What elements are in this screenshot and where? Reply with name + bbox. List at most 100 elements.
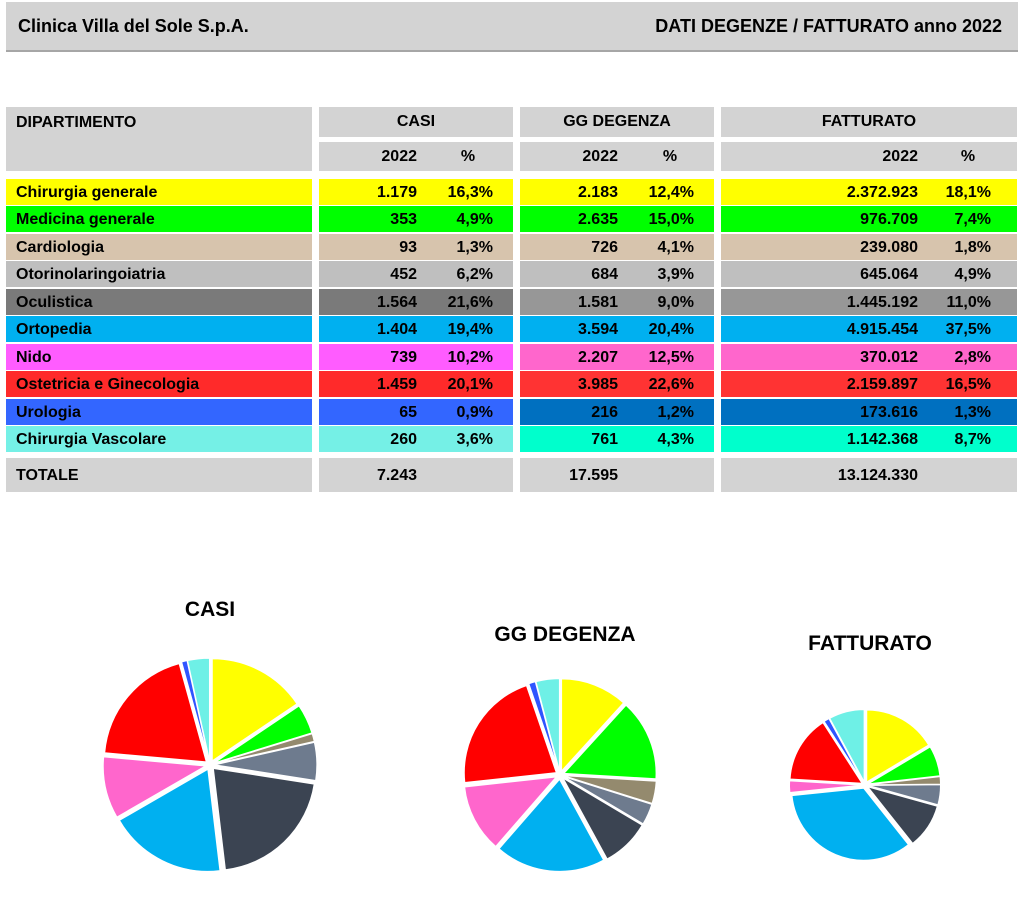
gg-value: 684 (591, 266, 618, 283)
fatt-value: 2.372.923 (846, 184, 918, 201)
row-bg-casi (319, 371, 513, 397)
subheader-bg-casi (319, 142, 513, 171)
gg-pct: 20,4% (648, 321, 694, 338)
gg-pct: 12,5% (648, 349, 694, 366)
dept-name: Ortopedia (6, 316, 312, 342)
gg-pct: 4,3% (657, 431, 694, 448)
gg-value: 2.635 (577, 211, 618, 228)
fatt-value: 370.012 (860, 349, 918, 366)
pie-slice-chirurgia-generale (211, 658, 298, 762)
fatt-value: 1.142.368 (846, 431, 918, 448)
casi-pct: 0,9% (456, 404, 493, 421)
casi-pct: 6,2% (456, 266, 493, 283)
row-bg-fatt (721, 316, 1017, 342)
pie-slice-ostetricia-e-ginecologia (789, 722, 863, 784)
fatt-pct: 7,4% (954, 211, 991, 228)
group-header-fatturato: FATTURATO (721, 107, 1017, 137)
year-label-gg-degenza: 2022 (582, 148, 618, 165)
casi-pct: 16,3% (447, 184, 493, 201)
pie-slice-medicina-generale (563, 704, 657, 780)
fatt-pct: 2,8% (954, 349, 991, 366)
row-bg-casi (319, 344, 513, 370)
pie-chart-casi (102, 657, 318, 872)
gg-pct: 1,2% (657, 404, 694, 421)
pie-slice-chirurgia-generale (561, 678, 625, 773)
pie-chart-gg-degenza (463, 678, 657, 872)
fatt-value: 4.915.454 (846, 321, 918, 338)
casi-pct: 19,4% (447, 321, 493, 338)
casi-value: 353 (390, 211, 417, 228)
pie-slice-oculistica (212, 767, 315, 871)
pie-slice-medicina-generale (214, 705, 313, 764)
fatt-pct: 1,8% (954, 239, 991, 256)
casi-value: 1.564 (376, 294, 417, 311)
fatt-value: 1.445.192 (846, 294, 918, 311)
dept-name: Chirurgia Vascolare (6, 426, 312, 452)
row-bg-gg (520, 289, 714, 315)
gg-pct: 4,1% (657, 239, 694, 256)
casi-value: 452 (390, 266, 417, 283)
pie-slice-urologia (823, 718, 864, 783)
row-bg-gg (520, 316, 714, 342)
row-bg-casi (319, 179, 513, 205)
fatt-pct: 8,7% (954, 431, 991, 448)
casi-value: 1.459 (376, 376, 417, 393)
pct-label-gg-degenza: % (662, 148, 678, 165)
row-bg-gg (520, 371, 714, 397)
dept-name: Ostetricia e Ginecologia (6, 371, 312, 397)
pie-slice-chirurgia-vascolare (535, 678, 560, 771)
fatt-pct: 1,3% (954, 404, 991, 421)
gg-pct: 3,9% (657, 266, 694, 283)
row-bg-gg (520, 399, 714, 425)
fatt-pct: 11,0% (946, 294, 991, 311)
pie-slice-ostetricia-e-ginecologia (104, 662, 207, 763)
total-gg: 17.595 (569, 467, 618, 484)
gg-value: 3.594 (577, 321, 618, 338)
row-bg-fatt (721, 234, 1017, 260)
row-bg-gg (520, 426, 714, 452)
gg-pct: 22,6% (648, 376, 694, 393)
pie-slice-nido (788, 780, 862, 794)
row-bg-casi (319, 399, 513, 425)
gg-value: 726 (591, 239, 618, 256)
fatt-pct: 4,9% (954, 266, 991, 283)
pie-slice-ortopedia (498, 778, 605, 872)
row-bg-casi (319, 206, 513, 232)
pie-slice-urologia (528, 681, 560, 771)
year-label-fatturato: 2022 (882, 148, 918, 165)
year-label-casi: 2022 (381, 148, 417, 165)
gg-value: 216 (591, 404, 618, 421)
casi-value: 739 (390, 349, 417, 366)
casi-pct: 10,2% (447, 349, 493, 366)
dept-name: Oculistica (6, 289, 312, 315)
pie-slice-urologia (181, 660, 210, 761)
row-bg-casi (319, 426, 513, 452)
pie-slice-otorinolaringoiatria (214, 741, 318, 782)
casi-pct: 4,9% (456, 211, 493, 228)
pie-slice-cardiologia (564, 775, 657, 805)
pct-label-fatturato: % (960, 148, 976, 165)
pie-slice-medicina-generale (868, 746, 941, 785)
casi-pct: 3,6% (456, 431, 493, 448)
pie-slice-cardiologia (868, 776, 942, 786)
gg-pct: 12,4% (648, 184, 694, 201)
pie-slice-otorinolaringoiatria (563, 776, 653, 825)
chart-title-gg-degenza: GG DEGENZA (494, 623, 636, 646)
gg-value: 1.581 (577, 294, 618, 311)
row-bg-casi (319, 289, 513, 315)
row-bg-fatt (721, 179, 1017, 205)
fatt-pct: 18,1% (945, 184, 991, 201)
gg-value: 2.207 (577, 349, 618, 366)
pie-slice-chirurgia-vascolare (829, 709, 865, 782)
casi-value: 65 (399, 404, 417, 421)
total-label: TOTALE (6, 458, 312, 492)
total-fatt: 13.124.330 (837, 467, 918, 484)
gg-value: 2.183 (577, 184, 618, 201)
pie-slice-nido (102, 756, 207, 818)
subheader-bg-gg-degenza (520, 142, 714, 171)
casi-value: 260 (390, 431, 417, 448)
row-bg-casi (319, 234, 513, 260)
row-bg-fatt (721, 371, 1017, 397)
pie-slice-oculistica (561, 776, 643, 860)
fatt-value: 239.080 (860, 239, 918, 256)
